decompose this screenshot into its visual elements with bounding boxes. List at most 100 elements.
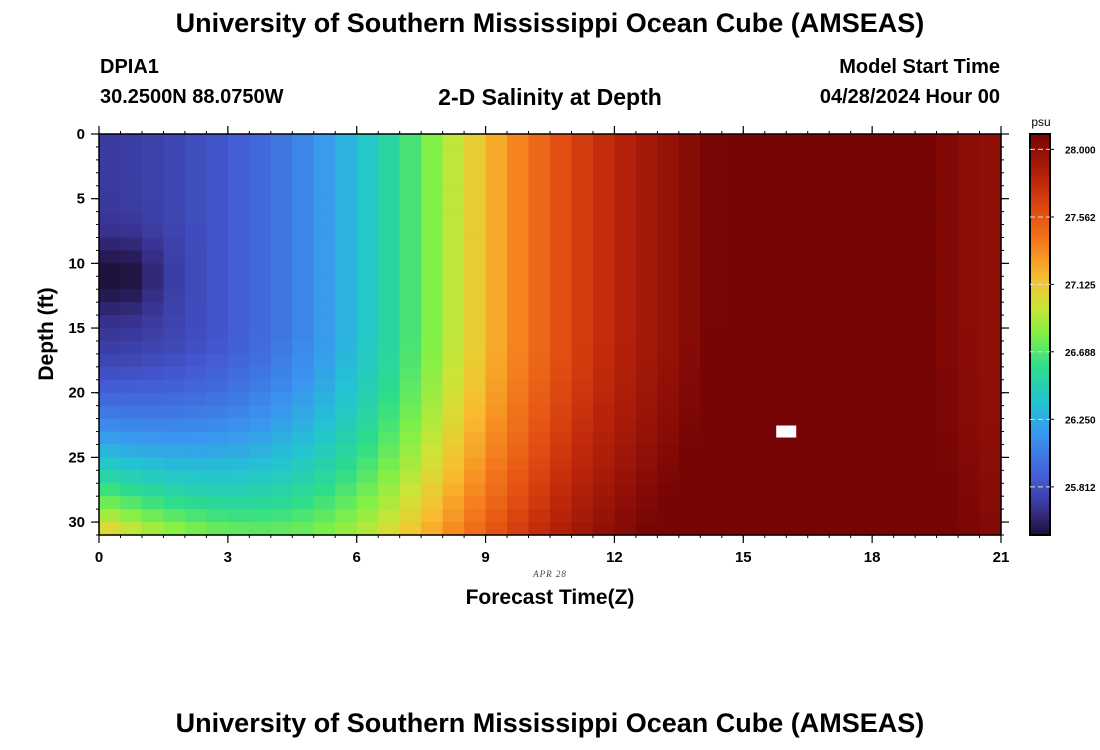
heatmap-cell [485, 211, 508, 226]
heatmap-cell [507, 159, 530, 174]
heatmap-cell [292, 379, 315, 394]
heatmap-cell [829, 457, 852, 471]
heatmap-cell [700, 392, 723, 407]
heatmap-cell [850, 159, 873, 174]
heatmap-cell [270, 457, 293, 471]
heatmap-cell [120, 250, 143, 264]
heatmap-cell [335, 289, 358, 303]
heatmap-cell [979, 211, 1002, 226]
heatmap-cell [700, 237, 723, 252]
heatmap-cell [378, 159, 401, 174]
heatmap-cell [99, 431, 122, 446]
heatmap-cell [979, 366, 1002, 381]
heatmap-cell [528, 159, 551, 174]
heatmap-cell [206, 509, 229, 523]
heatmap-cell [528, 392, 551, 407]
heatmap-cell [872, 263, 895, 277]
heatmap-cell [958, 146, 981, 161]
heatmap-cell [528, 315, 551, 329]
heatmap-cell [764, 496, 787, 510]
heatmap-cell [678, 172, 701, 187]
heatmap-cell [786, 522, 809, 536]
heatmap-cell [464, 211, 487, 226]
heatmap-cell [99, 315, 122, 329]
heatmap-cell [270, 211, 293, 226]
heatmap-cell [378, 457, 401, 471]
heatmap-cell [657, 172, 680, 187]
x-tick-label: 9 [481, 549, 489, 566]
heatmap-cell [485, 470, 508, 484]
heatmap-cell [829, 522, 852, 536]
heatmap-cell [378, 172, 401, 187]
heatmap-cell [635, 211, 658, 226]
heatmap-cell [507, 444, 530, 458]
heatmap-cell [313, 496, 336, 510]
heatmap-cell [635, 405, 658, 420]
heatmap-cell [99, 134, 122, 148]
heatmap-cell [850, 198, 873, 213]
heatmap-cell [507, 198, 530, 213]
heatmap-cell [528, 237, 551, 252]
heatmap-cell [249, 276, 272, 290]
heatmap-cell [936, 444, 959, 458]
heatmap-cell [958, 328, 981, 342]
heatmap-cell [614, 289, 637, 303]
heatmap-cell [421, 405, 444, 420]
heatmap-cell [571, 224, 594, 239]
heatmap-cell [700, 289, 723, 303]
heatmap-cell [657, 431, 680, 446]
heatmap-cell [378, 444, 401, 458]
heatmap-cell [743, 470, 766, 484]
heatmap-cell [270, 379, 293, 394]
heatmap-cell [399, 418, 422, 433]
heatmap-cell [657, 302, 680, 316]
heatmap-cell [399, 509, 422, 523]
heatmap-cell [485, 483, 508, 497]
heatmap-cell [936, 483, 959, 497]
heatmap-cell [99, 483, 122, 497]
heatmap-cell [249, 392, 272, 407]
heatmap-cell [528, 289, 551, 303]
heatmap-cell [635, 483, 658, 497]
heatmap-cell [99, 366, 122, 381]
heatmap-cell [442, 134, 465, 148]
heatmap-cell [592, 134, 616, 148]
heatmap-cell [635, 146, 658, 161]
heatmap-cell [829, 405, 852, 420]
heatmap-cell [592, 444, 616, 458]
heatmap-cell [786, 237, 809, 252]
heatmap-cell [399, 522, 422, 536]
heatmap-cell [550, 211, 573, 226]
heatmap-cell [141, 172, 165, 187]
heatmap-cell [764, 237, 787, 252]
heatmap-cell [399, 224, 422, 239]
heatmap-cell [807, 159, 830, 174]
heatmap-cell [421, 250, 444, 264]
heatmap-cell [915, 353, 938, 368]
heatmap-cell [614, 198, 637, 213]
heatmap-cell [571, 418, 594, 433]
heatmap-cell [743, 198, 766, 213]
heatmap-cell [184, 172, 207, 187]
heatmap-cell [614, 392, 637, 407]
heatmap-cell [120, 172, 143, 187]
heatmap-cell [721, 509, 744, 523]
heatmap-cell [528, 263, 551, 277]
heatmap-cell [936, 198, 959, 213]
heatmap-cell [442, 509, 465, 523]
heatmap-cell [979, 237, 1002, 252]
heatmap-cell [979, 302, 1002, 316]
heatmap-cell [592, 496, 616, 510]
heatmap-cell [635, 328, 658, 342]
heatmap-cell [206, 224, 229, 239]
heatmap-cell [184, 250, 207, 264]
heatmap-cell [184, 470, 207, 484]
heatmap-cell [635, 457, 658, 471]
heatmap-cell [141, 418, 165, 433]
heatmap-cell [979, 470, 1002, 484]
heatmap-cell [227, 237, 250, 252]
heatmap-cell [335, 237, 358, 252]
heatmap-cell [958, 457, 981, 471]
heatmap-cell [206, 172, 229, 187]
heatmap-cell [743, 146, 766, 161]
